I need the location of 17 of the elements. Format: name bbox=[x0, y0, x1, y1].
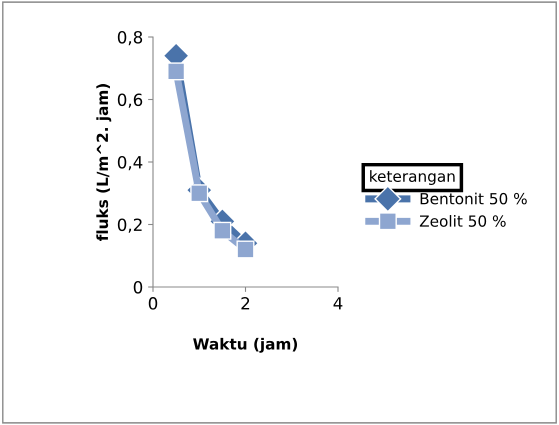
x-tick-label: 0 bbox=[148, 297, 158, 310]
point bbox=[190, 184, 208, 202]
x-axis-title: Waktu (jam) bbox=[193, 338, 298, 353]
y-tick-label: 0,6 bbox=[118, 93, 142, 108]
y-tick-label: 0,8 bbox=[118, 30, 142, 46]
x-tick-label: 4 bbox=[334, 297, 342, 310]
y-axis-title: fluks (L/m^2. jam) bbox=[96, 84, 112, 241]
x-tick-label: 2 bbox=[241, 297, 250, 310]
y-tick-label: 0 bbox=[134, 280, 142, 294]
point bbox=[236, 240, 255, 259]
point bbox=[167, 62, 186, 80]
legend-title: keterangan bbox=[370, 170, 455, 185]
y-tick-label: 0,2 bbox=[118, 218, 142, 233]
legend-label: Bentonit 50 % bbox=[420, 192, 527, 204]
legend-label: Zeolit 50 % bbox=[420, 215, 506, 227]
point bbox=[213, 222, 232, 240]
y-tick-label: 0,4 bbox=[118, 156, 142, 170]
